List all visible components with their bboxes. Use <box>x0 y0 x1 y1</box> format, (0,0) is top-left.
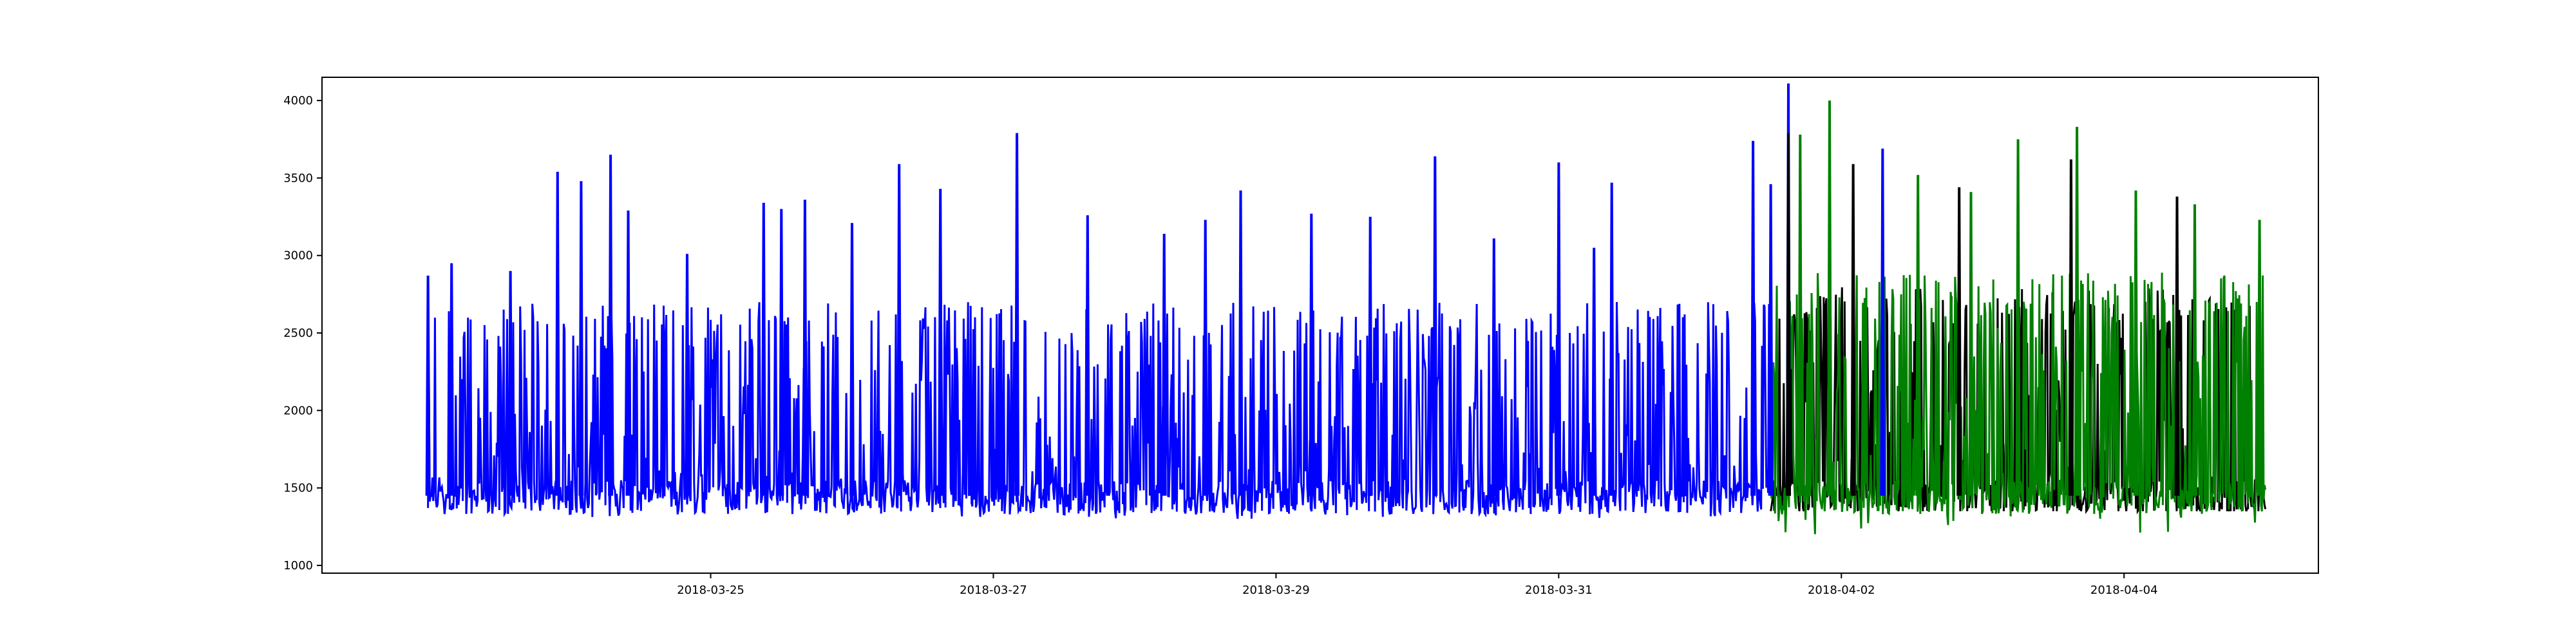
series-peak <box>2174 196 2180 496</box>
x-tick-label: 2018-03-29 <box>1242 583 1310 597</box>
series-peak <box>2074 126 2080 496</box>
series-peak <box>1432 156 1438 496</box>
series-peak <box>554 171 560 496</box>
series-peak <box>1968 192 1974 496</box>
x-tick-label: 2018-03-27 <box>960 583 1027 597</box>
y-tick-label: 1000 <box>283 559 313 573</box>
series-peak <box>1309 213 1314 496</box>
series-peak <box>1750 140 1756 496</box>
series-peak <box>2015 139 2021 496</box>
series-peak <box>1491 238 1497 496</box>
series-peak <box>2068 159 2074 496</box>
series-peak <box>2192 204 2197 496</box>
series-peak <box>2257 220 2262 496</box>
series-peak <box>1956 187 1962 496</box>
series-peak <box>1238 190 1244 496</box>
series-peak <box>1161 233 1167 496</box>
series-peak <box>1202 220 1208 496</box>
series-peak <box>1367 216 1373 496</box>
y-tick-label: 4000 <box>283 94 313 108</box>
x-tick-label: 2018-04-04 <box>2090 583 2158 597</box>
series-peak <box>578 181 584 496</box>
series-peak <box>761 202 766 496</box>
series-peak <box>896 164 902 496</box>
series-peak <box>1797 134 1803 496</box>
y-tick-label: 3500 <box>283 171 313 185</box>
y-tick-label: 1500 <box>283 482 313 495</box>
series-peak <box>449 263 455 496</box>
series-peak <box>2133 190 2139 496</box>
series-peak <box>1556 162 1562 496</box>
x-tick-label: 2018-03-25 <box>677 583 744 597</box>
series-peak <box>1850 164 1856 496</box>
series-peak <box>1827 100 1832 496</box>
series-peak <box>685 254 690 496</box>
series-peak <box>938 189 943 496</box>
series-peak <box>849 223 855 496</box>
x-tick-label: 2018-03-31 <box>1525 583 1593 597</box>
series-peak <box>1786 133 1791 496</box>
series-peak <box>625 210 631 496</box>
series-peak <box>1915 175 1921 496</box>
series-peak <box>1768 184 1774 496</box>
y-tick-label: 2000 <box>283 404 313 417</box>
series-peak <box>802 200 808 496</box>
series-line <box>427 301 1772 519</box>
y-tick-label: 3000 <box>283 249 313 263</box>
x-axis: 2018-03-25 2018-03-27 2018-03-29 2018-03-31… <box>677 573 2158 597</box>
series-peak <box>425 275 431 496</box>
series-peak <box>608 155 614 496</box>
series-peak <box>1084 215 1090 496</box>
y-axis: 1000 1500 2000 2500 3000 3500 4000 <box>283 94 322 573</box>
series-peak <box>507 270 513 496</box>
series-peak <box>1591 247 1597 496</box>
series-peak <box>779 209 784 496</box>
series-peak <box>1609 182 1615 496</box>
x-tick-label: 2018-04-02 <box>1808 583 1875 597</box>
series-peak <box>1014 133 1020 496</box>
series-peak <box>1880 148 1886 496</box>
y-tick-label: 2500 <box>283 327 313 340</box>
peak-layer <box>425 83 2262 496</box>
